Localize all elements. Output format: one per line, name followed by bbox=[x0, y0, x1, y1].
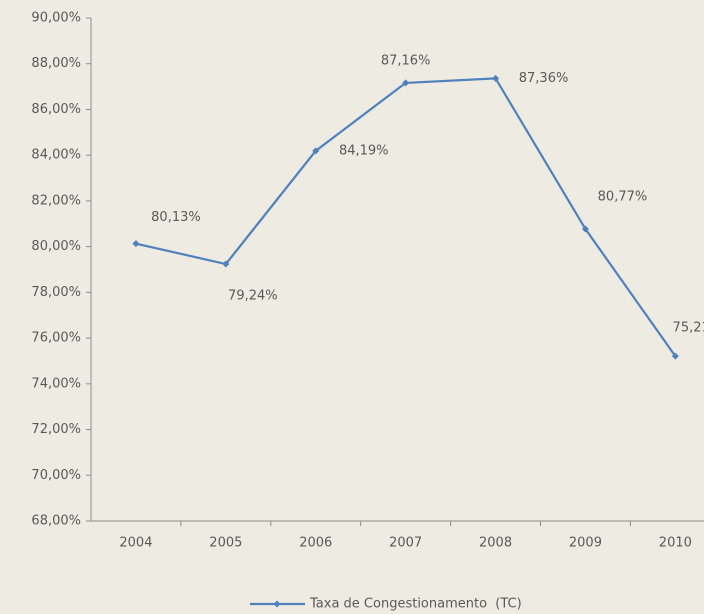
x-tick-label: 2007 bbox=[389, 536, 422, 551]
marker bbox=[222, 260, 230, 268]
data-label: 84,19% bbox=[339, 143, 389, 158]
data-label: 87,36% bbox=[519, 71, 569, 86]
x-tick-label: 2009 bbox=[569, 536, 602, 551]
legend-label: Taxa de Congestionamento (TC) bbox=[309, 597, 522, 612]
data-label: 80,13% bbox=[151, 210, 201, 225]
x-tick-label: 2008 bbox=[479, 536, 512, 551]
marker bbox=[312, 147, 320, 155]
y-tick-label: 70,00% bbox=[31, 468, 81, 483]
y-tick-label: 76,00% bbox=[31, 331, 81, 346]
y-tick-label: 74,00% bbox=[31, 376, 81, 391]
y-tick-label: 68,00% bbox=[31, 514, 81, 529]
y-tick-label: 84,00% bbox=[31, 148, 81, 163]
y-tick-label: 88,00% bbox=[31, 56, 81, 71]
series-line bbox=[135, 77, 677, 357]
data-label: 79,24% bbox=[228, 289, 278, 304]
data-label: 75,21% bbox=[673, 321, 704, 336]
marker bbox=[402, 79, 410, 87]
y-tick-label: 90,00% bbox=[31, 11, 81, 26]
y-tick-label: 78,00% bbox=[31, 285, 81, 300]
marker bbox=[581, 225, 589, 233]
x-tick-label: 2004 bbox=[119, 536, 152, 551]
marker bbox=[671, 352, 679, 360]
data-label: 87,16% bbox=[381, 53, 431, 68]
marker bbox=[492, 74, 500, 82]
data-label: 80,77% bbox=[598, 190, 648, 205]
marker bbox=[132, 240, 140, 248]
x-tick-label: 2006 bbox=[299, 536, 332, 551]
x-tick-label: 2010 bbox=[659, 536, 692, 551]
legend-marker bbox=[273, 600, 281, 608]
y-tick-label: 80,00% bbox=[31, 239, 81, 254]
y-tick-label: 82,00% bbox=[31, 193, 81, 208]
x-tick-label: 2005 bbox=[209, 536, 242, 551]
y-tick-label: 72,00% bbox=[31, 422, 81, 437]
y-tick-label: 86,00% bbox=[31, 102, 81, 117]
